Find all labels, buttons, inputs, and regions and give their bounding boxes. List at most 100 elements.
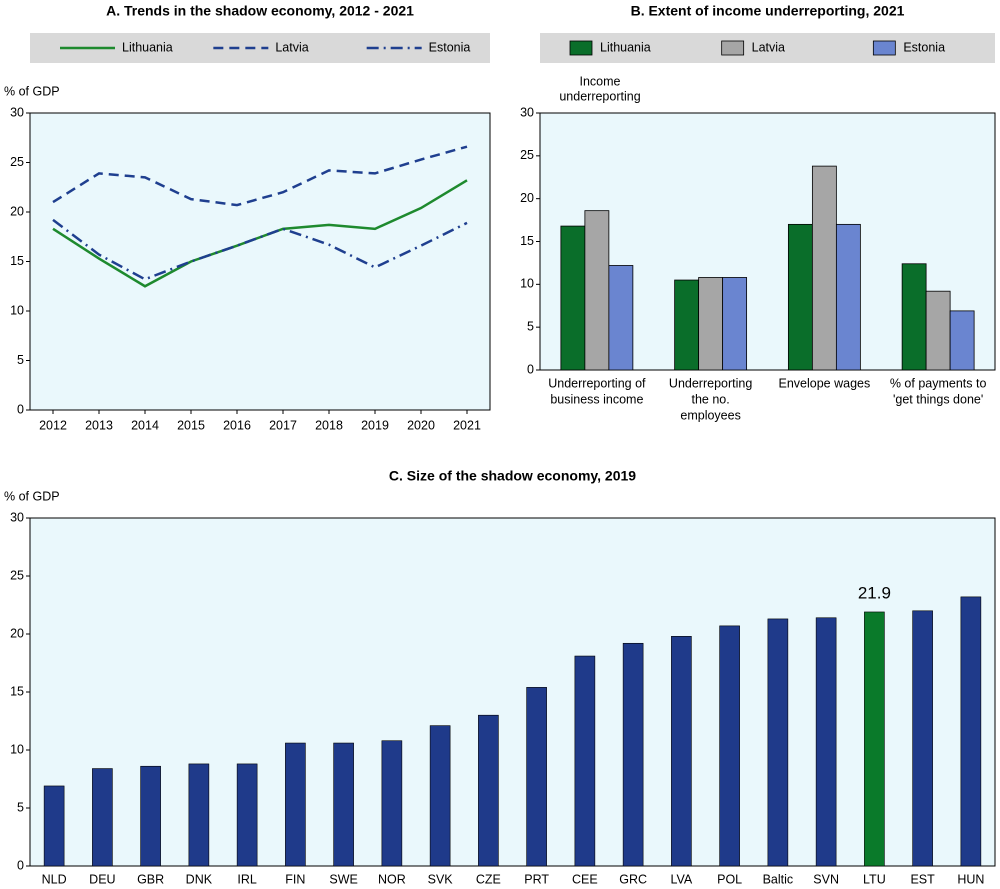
- line-series: [52, 179, 468, 288]
- bar: [811, 165, 837, 371]
- legend-label: Latvia: [275, 40, 308, 54]
- y-tick-label: 30: [10, 510, 24, 524]
- x-tick-label: 2014: [131, 418, 159, 432]
- chart-title: B. Extent of income underreporting, 2021: [631, 3, 905, 19]
- bar: [584, 210, 610, 371]
- bar: [43, 785, 65, 867]
- x-tick-label: Underreporting of: [548, 376, 646, 390]
- x-tick-label: FIN: [285, 872, 305, 886]
- x-tick-label: business income: [550, 392, 643, 406]
- y-tick-label: 20: [10, 204, 24, 218]
- x-tick-label: 2016: [223, 418, 251, 432]
- x-tick-label: IRL: [237, 872, 257, 886]
- x-tick-label: 2013: [85, 418, 113, 432]
- legend-swatch: [872, 40, 896, 56]
- x-tick-label: LTU: [863, 872, 886, 886]
- y-tick-label: 15: [520, 234, 534, 248]
- bar: [719, 625, 740, 867]
- bar: [608, 265, 634, 371]
- x-tick-label: Baltic: [763, 872, 794, 886]
- y-tick-label: 10: [520, 277, 534, 291]
- x-tick-label: CEE: [572, 872, 598, 886]
- y-tick-label: 25: [10, 155, 24, 169]
- bar: [381, 740, 403, 867]
- y-tick-label: 15: [10, 254, 24, 268]
- bar: [901, 263, 927, 371]
- bar: [285, 742, 306, 867]
- x-tick-label: CZE: [476, 872, 501, 886]
- x-tick-label: DNK: [186, 872, 213, 886]
- bar: [478, 714, 499, 867]
- x-tick-label: GRC: [619, 872, 647, 886]
- x-tick-label: HUN: [957, 872, 984, 886]
- bar: [236, 763, 258, 867]
- y-tick-label: 30: [520, 105, 534, 119]
- bar: [674, 279, 700, 371]
- x-tick-label: 'get things done': [893, 392, 983, 406]
- y-axis-label: % of GDP: [4, 489, 60, 503]
- x-tick-label: 2020: [407, 418, 435, 432]
- y-tick-label: 10: [10, 742, 24, 756]
- y-tick-label: 0: [17, 402, 24, 416]
- legend-label: Lithuania: [122, 40, 173, 54]
- x-tick-label: SVK: [428, 872, 454, 886]
- y-tick-label: 25: [520, 148, 534, 162]
- x-tick-label: POL: [717, 872, 742, 886]
- y-tick-label: 0: [17, 858, 24, 872]
- bar: [429, 725, 451, 867]
- y-tick-label: 20: [520, 191, 534, 205]
- y-tick-label: 5: [17, 353, 24, 367]
- x-tick-label: 2015: [177, 418, 205, 432]
- bar: [767, 618, 789, 867]
- y-tick-label: 5: [527, 319, 534, 333]
- y-tick-label: 10: [10, 303, 24, 317]
- legend-box: [540, 33, 995, 63]
- bar: [333, 742, 354, 867]
- x-tick-label: 2018: [315, 418, 343, 432]
- bar: [622, 642, 644, 867]
- chart-title: C. Size of the shadow economy, 2019: [389, 468, 636, 484]
- x-tick-label: employees: [680, 408, 740, 422]
- y-axis-label: % of GDP: [4, 84, 60, 98]
- x-tick-label: NOR: [378, 872, 406, 886]
- bar: [949, 310, 975, 371]
- y-axis-label: Income: [580, 74, 621, 88]
- x-tick-label: % of payments to: [890, 376, 987, 390]
- bar: [960, 596, 982, 867]
- bar: [140, 765, 161, 867]
- x-tick-label: SVN: [813, 872, 839, 886]
- bar: [835, 223, 861, 371]
- bar: [526, 687, 547, 867]
- y-tick-label: 20: [10, 626, 24, 640]
- chart-title: A. Trends in the shadow economy, 2012 - …: [106, 3, 414, 19]
- bar: [188, 763, 210, 867]
- y-tick-label: 0: [527, 362, 534, 376]
- x-tick-label: DEU: [89, 872, 115, 886]
- legend-label: Estonia: [429, 40, 471, 54]
- plot-area: [29, 112, 491, 411]
- bar: [574, 655, 596, 867]
- bar: [560, 225, 586, 371]
- bar: [925, 290, 951, 371]
- bar: [92, 768, 113, 867]
- legend-swatch: [721, 40, 745, 56]
- bar: [671, 636, 692, 867]
- x-tick-label: 2021: [453, 418, 481, 432]
- data-label: 21.9: [858, 583, 891, 602]
- x-tick-label: 2017: [269, 418, 297, 432]
- y-tick-label: 30: [10, 105, 24, 119]
- x-tick-label: 2012: [39, 418, 67, 432]
- bar: [787, 223, 813, 371]
- x-tick-label: LVA: [670, 872, 692, 886]
- x-tick-label: GBR: [137, 872, 164, 886]
- y-axis-label: underreporting: [559, 89, 640, 103]
- y-tick-label: 5: [17, 800, 24, 814]
- y-tick-label: 25: [10, 568, 24, 582]
- bar: [722, 277, 748, 371]
- bar: [912, 610, 933, 867]
- x-tick-label: SWE: [329, 872, 357, 886]
- y-tick-label: 15: [10, 684, 24, 698]
- x-tick-label: NLD: [42, 872, 67, 886]
- bar: [815, 617, 837, 867]
